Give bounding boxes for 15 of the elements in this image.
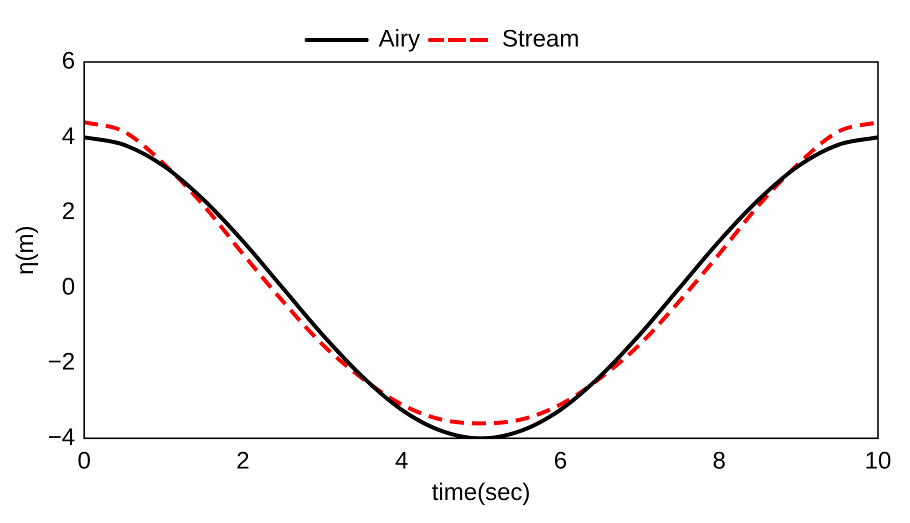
x-tick-label: 4 [395, 447, 408, 474]
x-tick-label: 6 [554, 447, 568, 474]
y-tick-label: −4 [48, 424, 76, 452]
x-tick-label: 8 [712, 447, 726, 474]
y-tick-label: 2 [62, 198, 76, 226]
y-tick-label: 0 [62, 273, 76, 300]
y-tick-label: 6 [62, 48, 76, 75]
y-axis-title: η(m) [12, 226, 40, 275]
x-tick-label: 2 [236, 447, 250, 474]
legend-label: Airy [378, 26, 420, 53]
y-tick-label: 4 [62, 122, 76, 150]
x-axis-title: time(sec) [432, 479, 530, 506]
x-tick-label: 10 [864, 447, 892, 474]
legend-label: Stream [502, 26, 580, 53]
y-tick-label: −2 [48, 348, 76, 376]
